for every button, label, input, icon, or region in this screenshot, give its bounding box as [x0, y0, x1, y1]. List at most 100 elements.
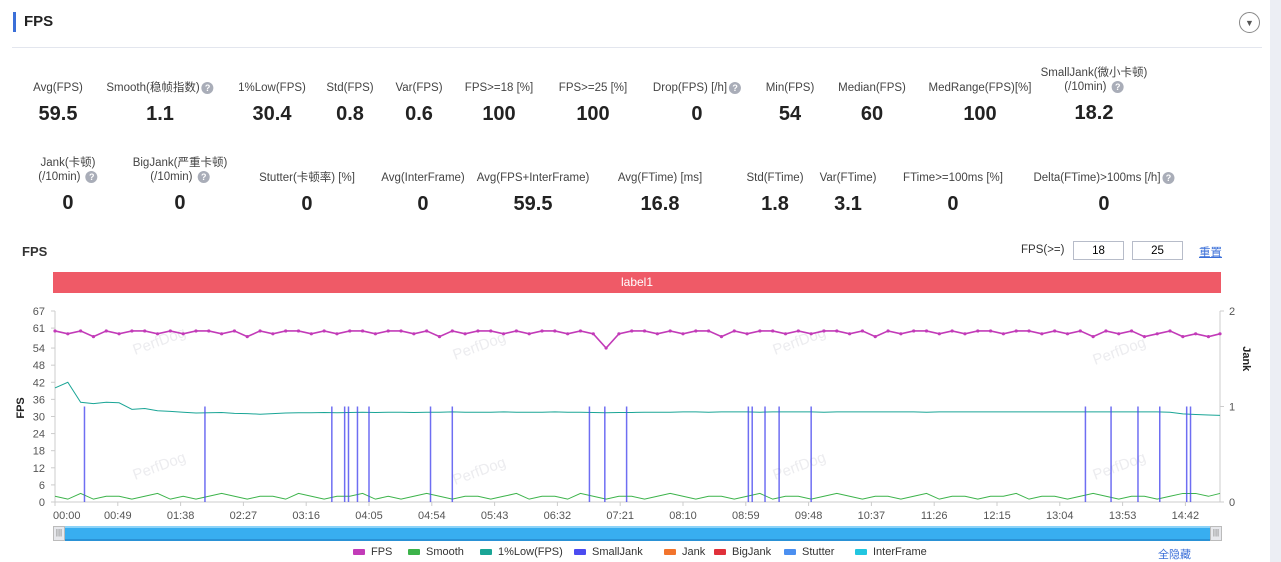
stat-label: BigJank(严重卡顿): [132, 157, 228, 169]
stat-label: FPS>=18 [%]: [464, 82, 534, 94]
help-icon[interactable]: ?: [1162, 171, 1175, 184]
fps-point: [309, 332, 313, 336]
stat-value: 0: [1098, 193, 1110, 215]
fps-point: [412, 332, 416, 336]
y-tick-label: 6: [39, 480, 45, 492]
hide-all-link[interactable]: 全隐藏: [1158, 549, 1191, 561]
legend-swatch-icon: [574, 549, 586, 556]
legend-item-interframe[interactable]: InterFrame: [855, 546, 927, 558]
stat-label: Min(FPS): [765, 82, 815, 94]
fps-point: [130, 329, 134, 333]
stat-label: Var(FPS): [395, 82, 443, 94]
legend-item-jank[interactable]: Jank: [664, 546, 705, 558]
stat-label: 1%Low(FPS): [238, 82, 306, 94]
fps-point: [168, 329, 172, 333]
y-tick-label: 67: [33, 306, 45, 318]
stat-label: FTime>=100ms [%]: [903, 172, 1003, 184]
fps-point: [425, 329, 429, 333]
stat-value: 1.1: [146, 103, 174, 125]
fps-point: [335, 332, 339, 336]
y-tick-label: 36: [33, 394, 45, 406]
legend-item-fps[interactable]: FPS: [353, 546, 392, 558]
slider-right-handle[interactable]: |||: [1210, 526, 1222, 541]
stat-9: Delta(FTime)>100ms [/h]? 0: [1033, 171, 1175, 216]
slider-left-handle[interactable]: |||: [53, 526, 65, 541]
legend-swatch-icon: [664, 549, 676, 556]
legend-item-1-low-fps-[interactable]: 1%Low(FPS): [480, 546, 563, 558]
time-range-slider[interactable]: ||| |||: [53, 526, 1222, 541]
legend-item-stutter[interactable]: Stutter: [784, 546, 834, 558]
fps-point: [463, 332, 467, 336]
x-tick-label: 00:00: [53, 510, 81, 522]
stat-4: Var(FPS) 0.6: [395, 81, 442, 126]
fps-point: [732, 329, 736, 333]
fps-point: [796, 329, 800, 333]
fps-point: [1001, 332, 1006, 336]
fps-point: [476, 329, 480, 333]
fps-point: [694, 329, 698, 333]
fps-point: [860, 329, 865, 333]
fps-point: [322, 329, 326, 333]
y-tick-label: 48: [33, 360, 45, 372]
chart-legend: FPS Smooth 1%Low(FPS) SmallJank Jank BigJank S…: [0, 546, 1281, 560]
help-icon[interactable]: ?: [85, 170, 98, 183]
fps-point: [578, 329, 583, 333]
x-tick-label: 06:32: [544, 510, 572, 522]
stat-value: 1.8: [761, 193, 789, 215]
stat-label: Avg(FTime) [ms]: [617, 172, 703, 184]
help-icon[interactable]: ?: [1111, 80, 1124, 93]
fps-point: [1027, 329, 1031, 333]
legend-item-bigjank[interactable]: BigJank: [714, 546, 771, 558]
chevron-down-circle-icon[interactable]: ▼: [1239, 12, 1260, 33]
fps-point: [220, 332, 224, 336]
x-tick-label: 13:53: [1109, 510, 1137, 522]
fps-point: [566, 332, 570, 336]
series-smooth-line: [54, 492, 1221, 500]
fps-point: [924, 329, 929, 333]
fps-point: [1206, 335, 1211, 339]
fps-point: [181, 332, 185, 336]
fps-point: [719, 335, 724, 339]
legend-swatch-icon: [784, 549, 796, 556]
legend-item-smalljank[interactable]: SmallJank: [574, 546, 643, 558]
stat-2: 1%Low(FPS) 30.4: [238, 81, 306, 126]
x-tick-label: 08:59: [732, 510, 760, 522]
fps-point: [912, 329, 916, 333]
stat-3: Avg(InterFrame) 0: [381, 171, 465, 216]
reset-link[interactable]: 重置: [1199, 247, 1222, 259]
legend-swatch-icon: [855, 549, 867, 556]
stat-label: Std(FTime): [746, 172, 804, 184]
fps-threshold-2-input[interactable]: [1132, 241, 1183, 260]
fps-point: [681, 332, 685, 336]
watermark: PerfDog: [451, 329, 509, 364]
help-icon[interactable]: ?: [197, 170, 210, 183]
fps-point: [950, 329, 954, 333]
fps-point: [245, 335, 249, 339]
fps-point: [553, 329, 557, 333]
fps-point: [976, 329, 980, 333]
legend-item-smooth[interactable]: Smooth: [408, 546, 464, 558]
stat-8: Min(FPS) 54: [766, 81, 815, 126]
fps-point: [655, 332, 659, 336]
divider: [12, 47, 1262, 48]
fps-point: [514, 329, 518, 333]
help-icon[interactable]: ?: [729, 81, 742, 94]
fps-point: [617, 332, 621, 336]
x-tick-label: 03:16: [292, 510, 320, 522]
fps-point: [232, 329, 237, 333]
x-tick-label: 13:04: [1046, 510, 1074, 522]
stat-value: 100: [576, 103, 610, 125]
fps-point: [386, 329, 390, 333]
stat-value: 0: [947, 193, 959, 215]
fps-threshold-1-input[interactable]: [1073, 241, 1124, 260]
series-fps-line: [54, 330, 1221, 350]
stat-value: 0: [174, 192, 186, 214]
page-scrollbar[interactable]: [1270, 0, 1281, 562]
fps-point: [284, 329, 288, 333]
fps-point: [194, 329, 198, 333]
help-icon[interactable]: ?: [201, 81, 214, 94]
fps-point: [501, 332, 506, 336]
label-bar[interactable]: label1: [53, 272, 1221, 293]
fps-point: [1168, 329, 1172, 333]
y-tick-label: 0: [39, 497, 45, 509]
